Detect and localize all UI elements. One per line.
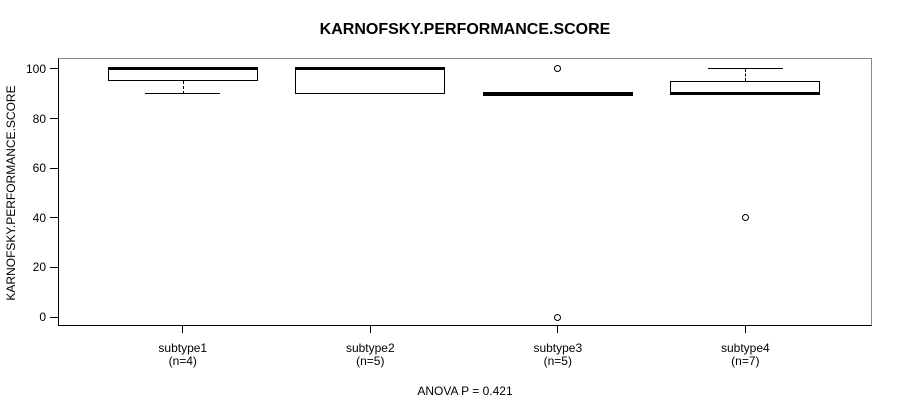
plot-area <box>58 58 872 326</box>
median-line <box>482 92 633 96</box>
x-axis-tick <box>369 326 371 333</box>
y-axis-tick-label: 80 <box>32 111 46 126</box>
median-line <box>107 67 258 71</box>
chart-title: KARNOFSKY.PERFORMANCE.SCORE <box>319 21 611 38</box>
median-line <box>670 92 821 96</box>
outlier-point <box>554 313 562 321</box>
anova-p-value-note: ANOVA P = 0.421 <box>417 384 513 398</box>
y-axis-tick <box>50 167 58 169</box>
boxplot-box <box>295 68 446 94</box>
x-axis-group-sublabel: (n=5) <box>543 354 572 368</box>
y-axis-tick-label: 0 <box>39 310 46 325</box>
x-axis-group-sublabel: (n=4) <box>168 354 197 368</box>
y-axis-tick-label: 60 <box>32 161 46 176</box>
y-axis-tick <box>50 316 58 318</box>
outlier-point <box>554 65 562 73</box>
upper-whisker-cap <box>707 68 783 70</box>
upper-whisker-line <box>745 68 747 82</box>
median-line <box>295 67 446 71</box>
x-axis-tick <box>182 326 184 333</box>
x-axis-group-label: subtype2 <box>345 341 395 355</box>
x-axis-group-sublabel: (n=5) <box>356 354 385 368</box>
y-axis-tick <box>50 118 58 120</box>
boxplot-box <box>107 68 258 82</box>
x-axis-tick <box>744 326 746 333</box>
y-axis-tick <box>50 68 58 70</box>
x-axis-tick <box>557 326 559 333</box>
y-axis-tick <box>50 266 58 268</box>
x-axis-group-label: subtype1 <box>158 341 208 355</box>
y-axis-tick-label: 100 <box>25 61 46 76</box>
x-axis-group-label: subtype3 <box>533 341 583 355</box>
lower-whisker-cap <box>145 93 221 95</box>
lower-whisker-line <box>182 81 184 94</box>
y-axis-tick-label: 40 <box>32 210 46 225</box>
x-axis-group-sublabel: (n=7) <box>731 354 760 368</box>
outlier-point <box>741 214 749 222</box>
x-axis-group-label: subtype4 <box>720 341 770 355</box>
y-axis-tick <box>50 217 58 219</box>
y-axis-tick-label: 20 <box>32 260 46 275</box>
